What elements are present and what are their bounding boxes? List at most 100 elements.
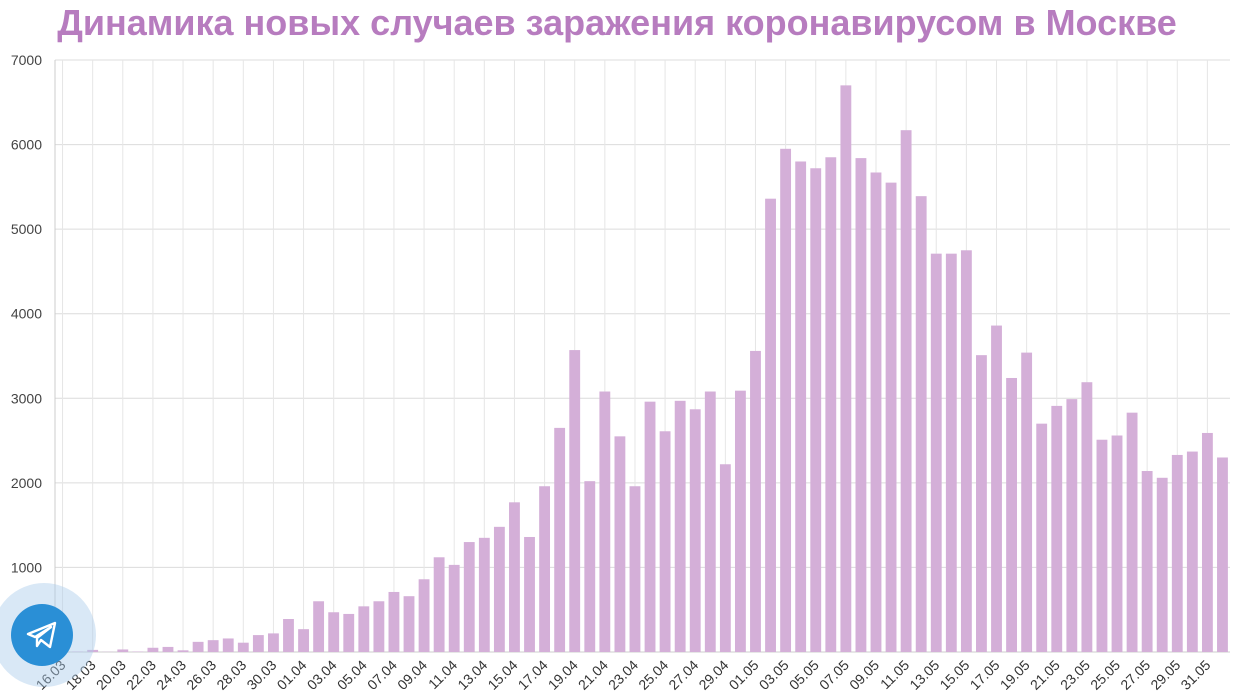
telegram-share-button[interactable] <box>0 583 96 687</box>
bar-19.05 <box>1021 352 1033 652</box>
bar-14.04 <box>493 526 505 652</box>
bar-14.05 <box>945 253 957 652</box>
bar-24.03 <box>177 650 189 652</box>
bar-10.04 <box>433 557 445 652</box>
bar-28.05 <box>1156 477 1168 652</box>
y-tick-label: 5000 <box>11 221 42 237</box>
x-tick-label: 23.04 <box>605 657 641 693</box>
x-tick-label: 11.05 <box>877 657 913 693</box>
bar-30.04 <box>734 390 746 652</box>
x-tick-label: 09.04 <box>394 657 430 693</box>
x-tick-label: 22.03 <box>123 657 159 693</box>
bar-04.04 <box>343 613 355 652</box>
bar-18.03 <box>87 649 99 652</box>
bar-12.05 <box>915 196 927 652</box>
bar-07.04 <box>388 591 400 652</box>
bar-06.04 <box>373 601 385 652</box>
bar-27.03 <box>222 638 234 652</box>
bar-29.03 <box>252 635 264 652</box>
bar-22.05 <box>1066 399 1078 652</box>
x-tick-label: 25.04 <box>635 657 671 693</box>
bar-01.06 <box>1217 457 1228 652</box>
bar-08.04 <box>403 596 415 652</box>
bar-09.04 <box>418 579 430 652</box>
x-tick-label: 27.05 <box>1117 657 1153 693</box>
bar-23.04 <box>629 486 641 652</box>
bar-03.05 <box>780 148 792 653</box>
x-tick-label: 20.03 <box>93 657 129 693</box>
x-tick-label: 17.05 <box>967 657 1003 693</box>
x-tick-label: 05.04 <box>334 657 370 693</box>
bar-24.04 <box>644 401 656 652</box>
x-tick-label: 30.03 <box>243 657 279 693</box>
bar-18.05 <box>1006 377 1017 652</box>
bar-20.05 <box>1036 423 1048 652</box>
bar-28.04 <box>704 391 716 652</box>
bar-06.05 <box>825 157 837 652</box>
bar-01.05 <box>750 350 761 652</box>
bar-27.05 <box>1141 471 1153 652</box>
bar-26.03 <box>207 640 219 652</box>
bar-15.04 <box>509 502 520 652</box>
y-tick-label: 1000 <box>11 559 42 575</box>
x-tick-label: 15.04 <box>484 657 520 693</box>
x-tick-label: 25.05 <box>1087 657 1123 693</box>
telegram-paper-plane-icon[interactable] <box>11 604 73 666</box>
bar-21.04 <box>599 391 611 652</box>
y-tick-label: 7000 <box>11 52 42 68</box>
bar-13.05 <box>930 253 942 652</box>
y-tick-label: 3000 <box>11 390 42 406</box>
bar-02.04 <box>313 601 325 652</box>
bar-16.04 <box>524 536 535 652</box>
bar-12.04 <box>463 542 475 652</box>
bar-01.04 <box>298 629 309 652</box>
bar-11.04 <box>448 564 460 652</box>
y-tick-labels: 1000 2000 3000 4000 5000 6000 7000 <box>11 52 42 575</box>
bar-17.05 <box>991 325 1002 652</box>
bar-24.05 <box>1096 439 1108 652</box>
x-tick-label: 23.05 <box>1057 657 1093 693</box>
bar-16.05 <box>976 355 987 652</box>
x-tick-label: 15.05 <box>936 657 972 693</box>
bar-26.05 <box>1126 412 1138 652</box>
x-tick-label: 03.04 <box>304 657 340 693</box>
bar-31.05 <box>1201 432 1213 652</box>
x-tick-label: 07.05 <box>816 657 852 693</box>
bar-23.03 <box>162 646 174 652</box>
x-tick-label: 21.05 <box>1027 657 1063 693</box>
bar-21.05 <box>1051 405 1063 652</box>
bar-13.04 <box>478 537 490 652</box>
chart-title: Динамика новых случаев заражения коронав… <box>57 2 1177 43</box>
bar-25.03 <box>192 641 204 652</box>
bar-29.05 <box>1171 454 1183 652</box>
bar-04.05 <box>795 161 807 652</box>
bar-11.05 <box>900 130 912 653</box>
y-tick-label: 2000 <box>11 475 42 491</box>
x-tick-label: 19.05 <box>997 657 1033 693</box>
bar-17.04 <box>539 486 551 652</box>
bar-08.05 <box>855 158 867 653</box>
x-tick-label: 19.04 <box>545 657 581 693</box>
y-tick-label: 6000 <box>11 137 42 153</box>
bar-20.03 <box>117 649 129 652</box>
x-tick-label: 11.04 <box>425 657 461 693</box>
bar-23.05 <box>1081 382 1093 652</box>
x-tick-label: 17.04 <box>515 657 551 693</box>
x-tick-label: 28.03 <box>213 657 249 693</box>
bar-05.05 <box>810 168 822 652</box>
x-tick-label: 09.05 <box>846 657 882 693</box>
bar-18.04 <box>554 427 566 652</box>
x-tick-label: 13.04 <box>454 657 490 693</box>
bar-02.05 <box>765 198 776 652</box>
y-tick-label: 4000 <box>11 306 42 322</box>
bar-26.04 <box>674 400 686 652</box>
bar-22.04 <box>614 436 626 652</box>
x-tick-label: 07.04 <box>364 657 400 693</box>
bar-25.05 <box>1111 435 1123 652</box>
x-tick-label: 01.05 <box>726 657 762 693</box>
bar-22.03 <box>147 647 159 652</box>
x-tick-label: 21.04 <box>575 657 611 693</box>
bar-28.03 <box>237 642 249 652</box>
